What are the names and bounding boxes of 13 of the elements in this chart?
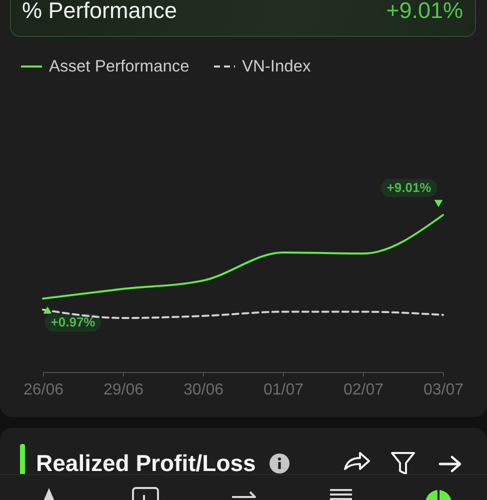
data-label: +0.97% <box>50 314 96 330</box>
text: +9.01% <box>386 0 463 23</box>
data-label: +9.01% <box>386 180 432 195</box>
x-tick-label: 30/06 <box>183 382 224 398</box>
x-tick-label: 03/07 <box>423 382 464 398</box>
x-tick-label: 02/07 <box>343 382 384 398</box>
legend-label: VN-Index <box>242 58 312 76</box>
chart-title: % Performance <box>22 0 178 23</box>
x-tick-label: 29/06 <box>103 382 144 398</box>
text: Realized Profit/Loss <box>36 450 256 476</box>
legend-label: Asset Performance <box>49 58 190 76</box>
x-tick-label: 26/06 <box>23 382 64 398</box>
x-tick-label: 01/07 <box>263 382 304 398</box>
